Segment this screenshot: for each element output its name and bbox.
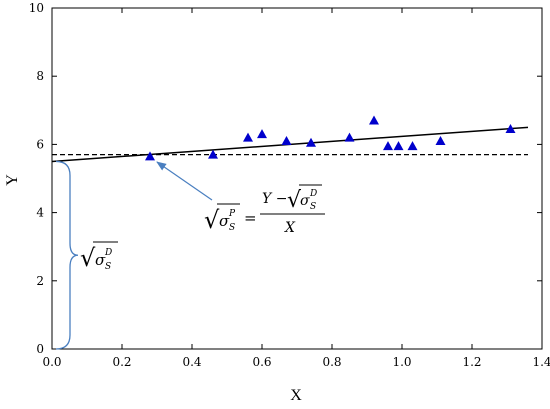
y-tick-label: 8 xyxy=(36,69,44,83)
formula-arrow xyxy=(156,161,213,201)
annotation-layer xyxy=(55,160,213,350)
data-point xyxy=(393,141,404,151)
y-tick-label: 4 xyxy=(36,206,44,220)
x-axis-title: X xyxy=(290,387,302,404)
data-point xyxy=(344,132,355,142)
intercept-sub: S xyxy=(105,262,111,272)
formula-sigma-left: σ xyxy=(219,212,230,230)
ticks-layer: 0.0 0.2 0.4 0.6 0.8 1.0 1.2 1.4 0 2 4 6 8 10 xyxy=(29,1,550,369)
formula-sup-right: D xyxy=(309,189,317,199)
x-tick-label: 0.2 xyxy=(112,355,131,369)
y-tick-label: 6 xyxy=(36,137,44,151)
data-point xyxy=(257,129,267,139)
formula-sub-right: S xyxy=(310,202,316,212)
intercept-brace xyxy=(55,160,79,350)
formula-sigma-right: σ xyxy=(300,193,310,209)
plot-frame xyxy=(51,7,543,350)
y-axis-title: Y xyxy=(4,174,21,186)
x-tick-label: 0.0 xyxy=(42,355,61,369)
data-point xyxy=(407,141,418,151)
x-tick-label: 0.8 xyxy=(322,355,341,369)
intercept-sqrt-symbol: √ xyxy=(80,244,96,272)
data-point xyxy=(435,135,446,145)
x-tick-label: 1.0 xyxy=(392,355,411,369)
formula-sup-left: P xyxy=(228,209,236,219)
x-tick-label: 1.2 xyxy=(462,355,481,369)
data-points-layer xyxy=(145,115,516,161)
data-point xyxy=(281,135,292,145)
y-tick-label: 0 xyxy=(36,342,44,356)
data-point xyxy=(369,115,379,125)
data-point xyxy=(208,149,218,159)
x-tick-label: 0.6 xyxy=(252,355,271,369)
formula-equals: = xyxy=(244,209,257,227)
formula-sqrt-left: √ xyxy=(204,206,220,234)
intercept-sup: D xyxy=(104,248,112,258)
formula-sqrt-right: √ xyxy=(287,188,302,213)
formula-sub-left: S xyxy=(229,223,235,233)
data-point xyxy=(306,137,316,147)
intercept-label: √ σ S D xyxy=(80,241,118,272)
data-point xyxy=(243,132,253,142)
data-point xyxy=(383,141,393,151)
y-tick-label: 10 xyxy=(29,1,44,15)
data-point xyxy=(145,151,155,161)
slope-formula: √ σ S P = Y − √ σ S D X xyxy=(204,184,325,236)
formula-numerator-left: Y − xyxy=(262,191,287,207)
x-tick-label: 1.4 xyxy=(532,355,550,369)
data-point xyxy=(505,124,516,134)
intercept-sigma: σ xyxy=(95,251,106,269)
y-tick-label: 2 xyxy=(36,274,44,288)
x-tick-label: 0.4 xyxy=(182,355,201,369)
formula-denominator: X xyxy=(284,220,296,236)
